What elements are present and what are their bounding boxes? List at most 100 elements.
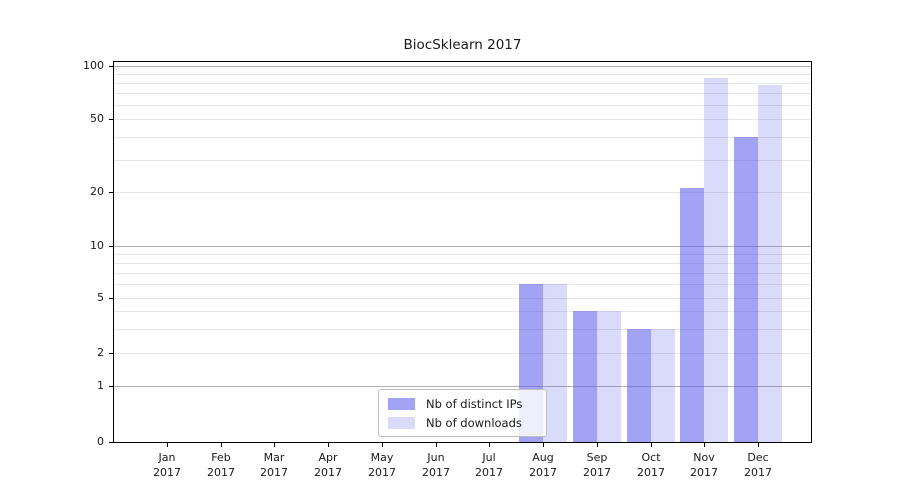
y-tick-label-0: 0 <box>97 435 104 448</box>
x-tick-label-line: 2017 <box>637 466 665 479</box>
y-gridline-minor-9 <box>114 254 811 255</box>
y-gridline-minor-80 <box>114 83 811 84</box>
x-tick-label-line: 2017 <box>529 466 557 479</box>
x-tick-oct <box>651 443 652 447</box>
y-tick-label-1: 1 <box>97 379 104 392</box>
y-gridline-major-10 <box>114 246 811 247</box>
x-tick-label-sep: Sep 2017 <box>569 450 625 480</box>
x-tick-aug <box>543 443 544 447</box>
y-gridline-minor-30 <box>114 160 811 161</box>
x-tick-label-dec: Dec 2017 <box>730 450 786 480</box>
bar-nb-of-distinct-ips-sep <box>573 311 597 442</box>
x-tick-label-line: 2017 <box>207 466 235 479</box>
x-tick-label-line: 2017 <box>690 466 718 479</box>
y-gridline-major-100 <box>114 66 811 67</box>
bar-nb-of-downloads-aug <box>543 284 567 442</box>
x-tick-label-apr: Apr 2017 <box>300 450 356 480</box>
plot-area: Nb of distinct IPs Nb of downloads <box>113 61 812 443</box>
x-tick-label-line: Aug <box>532 451 554 464</box>
x-tick-label-line: 2017 <box>475 466 503 479</box>
x-tick-label-feb: Feb 2017 <box>193 450 249 480</box>
x-tick-label-nov: Nov 2017 <box>676 450 732 480</box>
bar-nb-of-downloads-oct <box>651 329 675 442</box>
x-tick-label-jul: Jul 2017 <box>461 450 517 480</box>
y-gridline-minor-3 <box>114 329 811 330</box>
x-tick-label-line: Oct <box>641 451 661 464</box>
x-tick-label-line: 2017 <box>744 466 772 479</box>
x-tick-dec <box>758 443 759 447</box>
bar-nb-of-downloads-dec <box>758 85 782 442</box>
y-gridline-minor-60 <box>114 105 811 106</box>
x-tick-apr <box>328 443 329 447</box>
y-tick-5 <box>109 298 113 299</box>
x-tick-label-line: Jun <box>427 451 445 464</box>
y-tick-0 <box>109 442 113 443</box>
x-tick-label-jun: Jun 2017 <box>408 450 464 480</box>
y-tick-50 <box>109 119 113 120</box>
x-tick-label-line: Mar <box>263 451 285 464</box>
y-tick-2 <box>109 353 113 354</box>
x-tick-label-line: Apr <box>318 451 338 464</box>
x-tick-label-line: Dec <box>747 451 769 464</box>
x-tick-feb <box>221 443 222 447</box>
x-tick-label-line: 2017 <box>368 466 396 479</box>
x-tick-label-line: May <box>370 451 394 464</box>
legend-swatch-downloads <box>388 417 415 429</box>
x-tick-label-line: Sep <box>586 451 608 464</box>
y-gridline-minor-6 <box>114 284 811 285</box>
x-tick-label-may: May 2017 <box>354 450 410 480</box>
x-tick-nov <box>704 443 705 447</box>
y-gridline-minor-90 <box>114 74 811 75</box>
bar-nb-of-downloads-sep <box>597 311 621 442</box>
y-tick-label-50: 50 <box>90 112 104 125</box>
y-gridline-minor-5 <box>114 298 811 299</box>
x-tick-jul <box>489 443 490 447</box>
y-tick-label-2: 2 <box>97 346 104 359</box>
x-tick-label-line: Feb <box>211 451 231 464</box>
y-tick-100 <box>109 66 113 67</box>
x-tick-mar <box>274 443 275 447</box>
y-tick-label-100: 100 <box>83 59 104 72</box>
y-gridline-minor-70 <box>114 93 811 94</box>
x-tick-label-line: Nov <box>693 451 715 464</box>
y-gridline-minor-4 <box>114 311 811 312</box>
x-tick-sep <box>597 443 598 447</box>
legend-swatch-distinct-ips <box>388 398 415 410</box>
x-tick-label-jan: Jan 2017 <box>139 450 195 480</box>
y-tick-10 <box>109 246 113 247</box>
y-gridline-minor-40 <box>114 137 811 138</box>
y-tick-1 <box>109 386 113 387</box>
bar-nb-of-distinct-ips-nov <box>680 188 704 442</box>
y-gridline-minor-50 <box>114 119 811 120</box>
x-tick-jun <box>436 443 437 447</box>
x-tick-label-line: 2017 <box>314 466 342 479</box>
y-gridline-minor-2 <box>114 353 811 354</box>
bar-nb-of-distinct-ips-dec <box>734 137 758 442</box>
x-tick-jan <box>167 443 168 447</box>
x-tick-label-line: 2017 <box>153 466 181 479</box>
legend: Nb of distinct IPs Nb of downloads <box>378 389 547 437</box>
x-tick-label-aug: Aug 2017 <box>515 450 571 480</box>
x-tick-label-line: 2017 <box>260 466 288 479</box>
legend-label-distinct-ips: Nb of distinct IPs <box>426 397 523 411</box>
x-tick-label-line: Jan <box>158 451 176 464</box>
y-tick-20 <box>109 192 113 193</box>
x-tick-label-oct: Oct 2017 <box>623 450 679 480</box>
x-tick-label-mar: Mar 2017 <box>246 450 302 480</box>
x-tick-may <box>382 443 383 447</box>
legend-item-downloads: Nb of downloads <box>387 415 538 431</box>
y-tick-label-5: 5 <box>97 291 104 304</box>
bar-nb-of-downloads-nov <box>704 78 728 442</box>
y-gridline-minor-7 <box>114 273 811 274</box>
legend-label-downloads: Nb of downloads <box>426 416 522 430</box>
bar-nb-of-distinct-ips-oct <box>627 329 651 442</box>
chart-title: BiocSklearn 2017 <box>403 37 522 53</box>
x-tick-label-line: Jul <box>482 451 496 464</box>
y-tick-label-10: 10 <box>90 239 104 252</box>
x-tick-label-line: 2017 <box>583 466 611 479</box>
x-tick-label-line: 2017 <box>422 466 450 479</box>
legend-item-distinct-ips: Nb of distinct IPs <box>387 396 538 412</box>
y-gridline-minor-20 <box>114 192 811 193</box>
y-gridline-minor-8 <box>114 263 811 264</box>
